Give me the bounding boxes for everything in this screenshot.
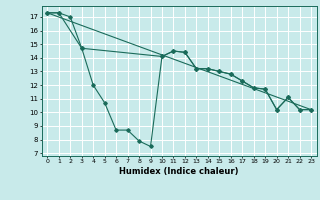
X-axis label: Humidex (Indice chaleur): Humidex (Indice chaleur) xyxy=(119,167,239,176)
